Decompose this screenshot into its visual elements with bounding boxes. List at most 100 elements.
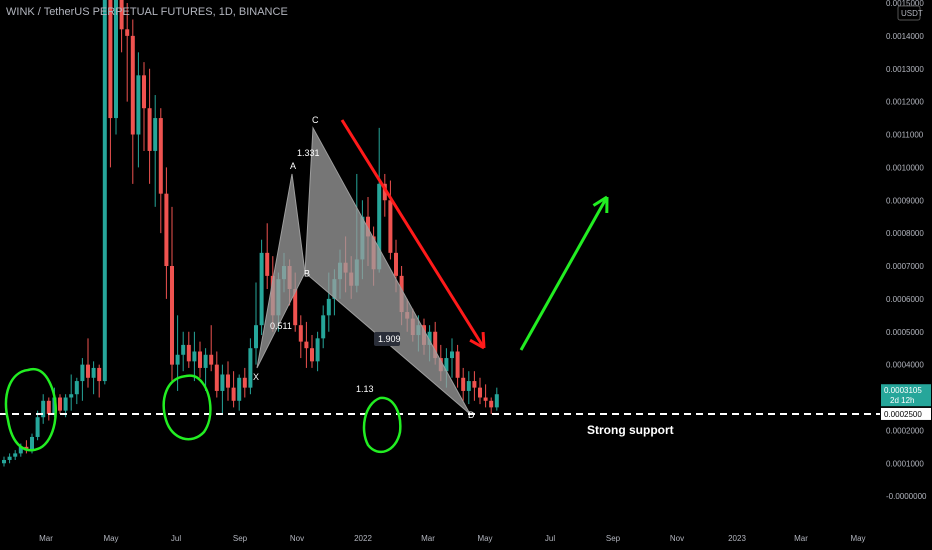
candle	[69, 374, 74, 411]
candle-body	[326, 298, 331, 316]
candle-body	[153, 118, 158, 151]
candle	[74, 377, 79, 405]
pattern-ratio-badge	[374, 332, 400, 346]
candle	[142, 62, 146, 151]
bearish-arrow	[340, 119, 486, 350]
candle	[114, 0, 118, 135]
highlight-circle-recent	[362, 396, 402, 454]
support-price-label: 0.0002500	[884, 410, 922, 419]
time-tick-label: Sep	[233, 534, 248, 543]
candle	[242, 367, 247, 398]
candle-body	[478, 387, 482, 398]
pattern-ratio-label: 1.13	[356, 384, 374, 394]
candle-body	[466, 381, 471, 391]
candle	[170, 206, 174, 382]
candle-body	[321, 315, 326, 339]
candle-body	[209, 354, 214, 365]
candle-body	[63, 397, 68, 411]
candle	[321, 305, 326, 349]
highlight-circle-early	[4, 368, 58, 452]
candle-body	[304, 341, 309, 349]
currency-badge[interactable]	[897, 5, 921, 21]
bearish-arrow-head	[469, 338, 485, 350]
candle-body	[158, 118, 163, 194]
candle	[186, 331, 191, 368]
candle-body	[108, 0, 113, 119]
candle-body	[388, 200, 393, 253]
candle	[209, 325, 214, 372]
candle	[310, 335, 314, 368]
price-tick-label: 0.0014000	[886, 32, 924, 41]
candle	[192, 331, 197, 382]
candle-body	[455, 351, 460, 378]
candle	[254, 282, 258, 365]
price-tick-label: 0.0012000	[886, 98, 924, 107]
time-tick-label: May	[850, 534, 865, 543]
candle-body	[52, 397, 57, 414]
candle-body	[80, 364, 85, 382]
candle	[461, 367, 466, 401]
pattern-point-a-label: A	[290, 161, 296, 171]
candle	[24, 440, 29, 454]
candle	[108, 0, 113, 168]
candle-body	[366, 216, 370, 237]
candle	[58, 394, 62, 414]
price-tick-label: 0.0009000	[886, 196, 924, 205]
candle	[450, 338, 454, 378]
time-tick-label: Nov	[290, 534, 304, 543]
candle-body	[254, 325, 258, 349]
candle-body	[86, 364, 90, 378]
pattern-triangle-bcd	[304, 126, 471, 415]
candle-body	[394, 252, 398, 276]
candle	[147, 68, 152, 184]
candle-body	[259, 252, 264, 326]
time-tick-label: Mar	[421, 534, 435, 543]
price-tick-label: -0.0000000	[886, 492, 927, 501]
candle-body	[186, 344, 191, 362]
candle	[388, 180, 393, 260]
price-tick-label: 0.0001000	[886, 459, 924, 468]
pattern-ratio-label: 1.331	[297, 148, 320, 158]
candle	[181, 331, 186, 372]
candles-layer	[2, 0, 499, 467]
time-axis[interactable]: Mar May Jul Sep Nov 2022 Mar May Jul Sep Nov 2023 Ma…	[39, 534, 865, 543]
candle-body	[192, 351, 197, 362]
price-tick-label: 0.0004000	[886, 361, 924, 370]
candle	[153, 95, 158, 207]
candle-body	[13, 453, 18, 457]
price-tick-label: 0.0015000	[886, 0, 924, 8]
candle	[91, 361, 96, 395]
bullish-arrow-shaft	[519, 196, 609, 351]
candle-body	[30, 436, 34, 451]
pattern-ratio-label: 0.511	[270, 321, 292, 331]
candle-body	[298, 325, 303, 342]
currency-label: USDT	[901, 9, 923, 18]
pattern-point-c-label: C	[312, 115, 319, 125]
price-axis[interactable]: 0.0015000 0.0014000 0.0013000 0.0012000 0.00…	[880, 0, 932, 550]
candle-body	[175, 354, 180, 365]
candle-body	[170, 266, 174, 365]
candle-body	[46, 400, 51, 414]
pattern-triangle-xab	[256, 173, 306, 369]
support-label: Strong support	[587, 423, 674, 437]
price-tick-label: 0.0010000	[886, 163, 924, 172]
candle	[125, 3, 130, 102]
candle-body	[433, 331, 438, 359]
symbol-title[interactable]: WINK / TetherUS PERPETUAL FUTURES, 1D, B…	[6, 6, 288, 18]
current-price-badge	[881, 384, 931, 407]
candle-body	[450, 351, 454, 359]
candle	[478, 377, 482, 405]
candle	[237, 374, 242, 411]
candle-body	[293, 289, 298, 326]
candle	[466, 371, 471, 405]
candle-body	[242, 377, 247, 388]
candle	[214, 351, 219, 398]
candle	[198, 341, 202, 378]
candle-body	[125, 29, 130, 36]
time-tick-label: 2022	[354, 534, 372, 543]
price-tick-label: 0.0005000	[886, 328, 924, 337]
candle	[304, 321, 309, 368]
candle	[80, 358, 85, 401]
